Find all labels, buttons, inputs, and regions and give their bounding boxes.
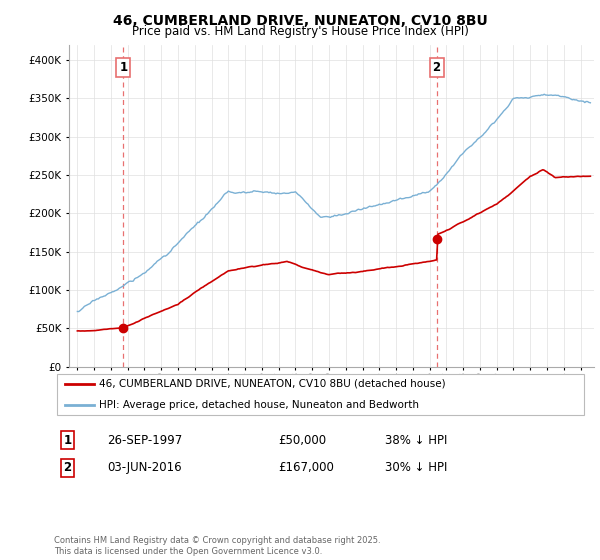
Text: £167,000: £167,000 xyxy=(278,461,334,474)
Text: 46, CUMBERLAND DRIVE, NUNEATON, CV10 8BU: 46, CUMBERLAND DRIVE, NUNEATON, CV10 8BU xyxy=(113,14,487,28)
Text: HPI: Average price, detached house, Nuneaton and Bedworth: HPI: Average price, detached house, Nune… xyxy=(100,400,419,410)
Text: 1: 1 xyxy=(63,433,71,447)
FancyBboxPatch shape xyxy=(56,374,584,415)
Text: 46, CUMBERLAND DRIVE, NUNEATON, CV10 8BU (detached house): 46, CUMBERLAND DRIVE, NUNEATON, CV10 8BU… xyxy=(100,379,446,389)
Text: 2: 2 xyxy=(63,461,71,474)
Text: 30% ↓ HPI: 30% ↓ HPI xyxy=(385,461,448,474)
Text: 03-JUN-2016: 03-JUN-2016 xyxy=(107,461,182,474)
Text: 2: 2 xyxy=(433,61,441,74)
Text: £50,000: £50,000 xyxy=(278,433,326,447)
Text: Price paid vs. HM Land Registry's House Price Index (HPI): Price paid vs. HM Land Registry's House … xyxy=(131,25,469,38)
Text: 38% ↓ HPI: 38% ↓ HPI xyxy=(385,433,448,447)
Text: 26-SEP-1997: 26-SEP-1997 xyxy=(107,433,182,447)
Text: Contains HM Land Registry data © Crown copyright and database right 2025.
This d: Contains HM Land Registry data © Crown c… xyxy=(54,536,380,556)
Text: 1: 1 xyxy=(119,61,127,74)
